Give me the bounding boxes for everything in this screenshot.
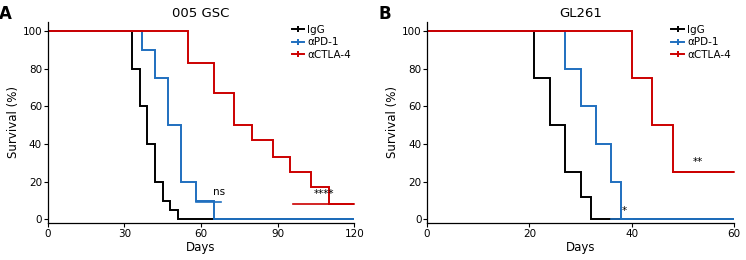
- X-axis label: Days: Days: [186, 242, 216, 255]
- Legend: IgG, αPD-1, αCTLA-4: IgG, αPD-1, αCTLA-4: [669, 23, 733, 62]
- Title: 005 GSC: 005 GSC: [172, 7, 230, 20]
- Text: ****: ****: [313, 188, 334, 199]
- Y-axis label: Survival (%): Survival (%): [7, 86, 19, 158]
- Legend: IgG, αPD-1, αCTLA-4: IgG, αPD-1, αCTLA-4: [289, 23, 354, 62]
- Text: **: **: [693, 157, 703, 167]
- Text: ns: ns: [213, 187, 225, 197]
- X-axis label: Days: Days: [565, 242, 595, 255]
- Text: B: B: [378, 5, 391, 23]
- Y-axis label: Survival (%): Survival (%): [386, 86, 399, 158]
- Title: GL261: GL261: [559, 7, 602, 20]
- Text: A: A: [0, 5, 11, 23]
- Text: *: *: [621, 206, 627, 216]
